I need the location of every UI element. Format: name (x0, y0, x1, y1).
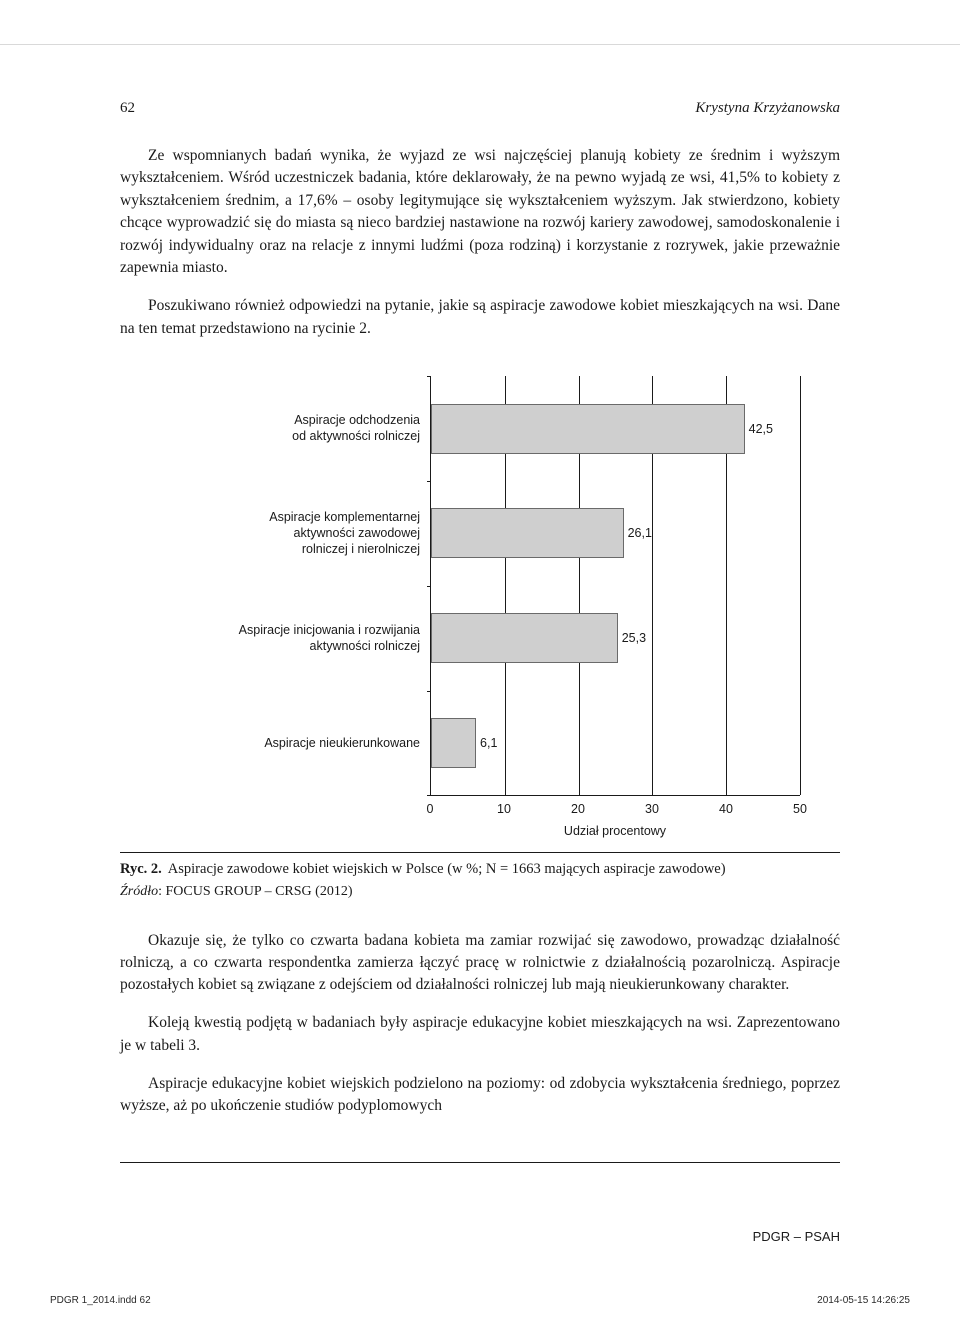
source-text: : FOCUS GROUP – CRSG (2012) (158, 884, 352, 899)
caption-label: Ryc. 2. (120, 859, 162, 879)
paragraph-4: Koleją kwestią podjętą w badaniach były … (120, 1012, 840, 1057)
chart-x-tick-label: 0 (427, 802, 434, 816)
chart-bar (431, 404, 745, 454)
chart-bar-slot: 25,3 (431, 586, 800, 691)
chart-x-tick-label: 40 (719, 802, 733, 816)
chart-bar-slot: 26,1 (431, 481, 800, 586)
source-label: Źródło (120, 884, 158, 899)
paragraph-2: Poszukiwano również odpowiedzi na pytani… (120, 295, 840, 340)
chart-bar-value: 42,5 (749, 422, 773, 436)
page: 62 Krystyna Krzyżanowska Ze wspomnianych… (0, 0, 960, 1324)
chart-x-tick-label: 20 (571, 802, 585, 816)
chart-bar-value: 6,1 (480, 736, 497, 750)
footer-journal: PDGR – PSAH (753, 1229, 840, 1244)
chart-x-tick-label: 30 (645, 802, 659, 816)
figure-source: Źródło: FOCUS GROUP – CRSG (2012) (120, 884, 840, 900)
chart-figure: Aspiracje odchodzeniaod aktywności rolni… (120, 376, 840, 838)
chart-bar (431, 613, 618, 663)
chart-bars-area: 42,5 26,1 25,3 6,1 (430, 376, 800, 796)
caption-rule (120, 852, 840, 853)
chart-category-label: Aspiracje odchodzeniaod aktywności rolni… (160, 376, 430, 481)
chart-plot-area: Aspiracje odchodzeniaod aktywności rolni… (160, 376, 800, 796)
chart-bar-slot: 42,5 (431, 376, 800, 481)
chart-category-label: Aspiracje nieukierunkowane (160, 691, 430, 796)
paragraph-1: Ze wspomnianych badań wynika, że wyjazd … (120, 145, 840, 280)
chart-category-label: Aspiracje komplementarnejaktywności zawo… (160, 481, 430, 586)
chart-bar-value: 25,3 (622, 631, 646, 645)
footer-timestamp: 2014-05-15 14:26:25 (817, 1295, 910, 1306)
chart-x-ticks: 01020304050 (430, 796, 800, 816)
chart-category-label: Aspiracje inicjowania i rozwijaniaaktywn… (160, 586, 430, 691)
chart-gridline (800, 376, 801, 795)
footer-indd: PDGR 1_2014.indd 62 (50, 1295, 151, 1306)
chart-x-title: Udział procentowy (430, 824, 800, 838)
chart-x-tick-label: 50 (793, 802, 807, 816)
chart-x-tick-label: 10 (497, 802, 511, 816)
chart-bar (431, 508, 624, 558)
running-header: 62 Krystyna Krzyżanowska (120, 100, 840, 117)
chart-y-labels: Aspiracje odchodzeniaod aktywności rolni… (160, 376, 430, 796)
chart-bar (431, 718, 476, 768)
footer-rule (120, 1162, 840, 1163)
caption-text: Aspiracje zawodowe kobiet wiejskich w Po… (162, 859, 726, 879)
author-name: Krystyna Krzyżanowska (695, 100, 840, 117)
chart-bar-value: 26,1 (628, 526, 652, 540)
paragraph-5: Aspiracje edukacyjne kobiet wiejskich po… (120, 1073, 840, 1118)
chart-bar-slot: 6,1 (431, 691, 800, 796)
paragraph-3: Okazuje się, że tylko co czwarta badana … (120, 930, 840, 997)
figure-caption: Ryc. 2. Aspiracje zawodowe kobiet wiejsk… (120, 859, 840, 879)
page-number: 62 (120, 100, 135, 117)
